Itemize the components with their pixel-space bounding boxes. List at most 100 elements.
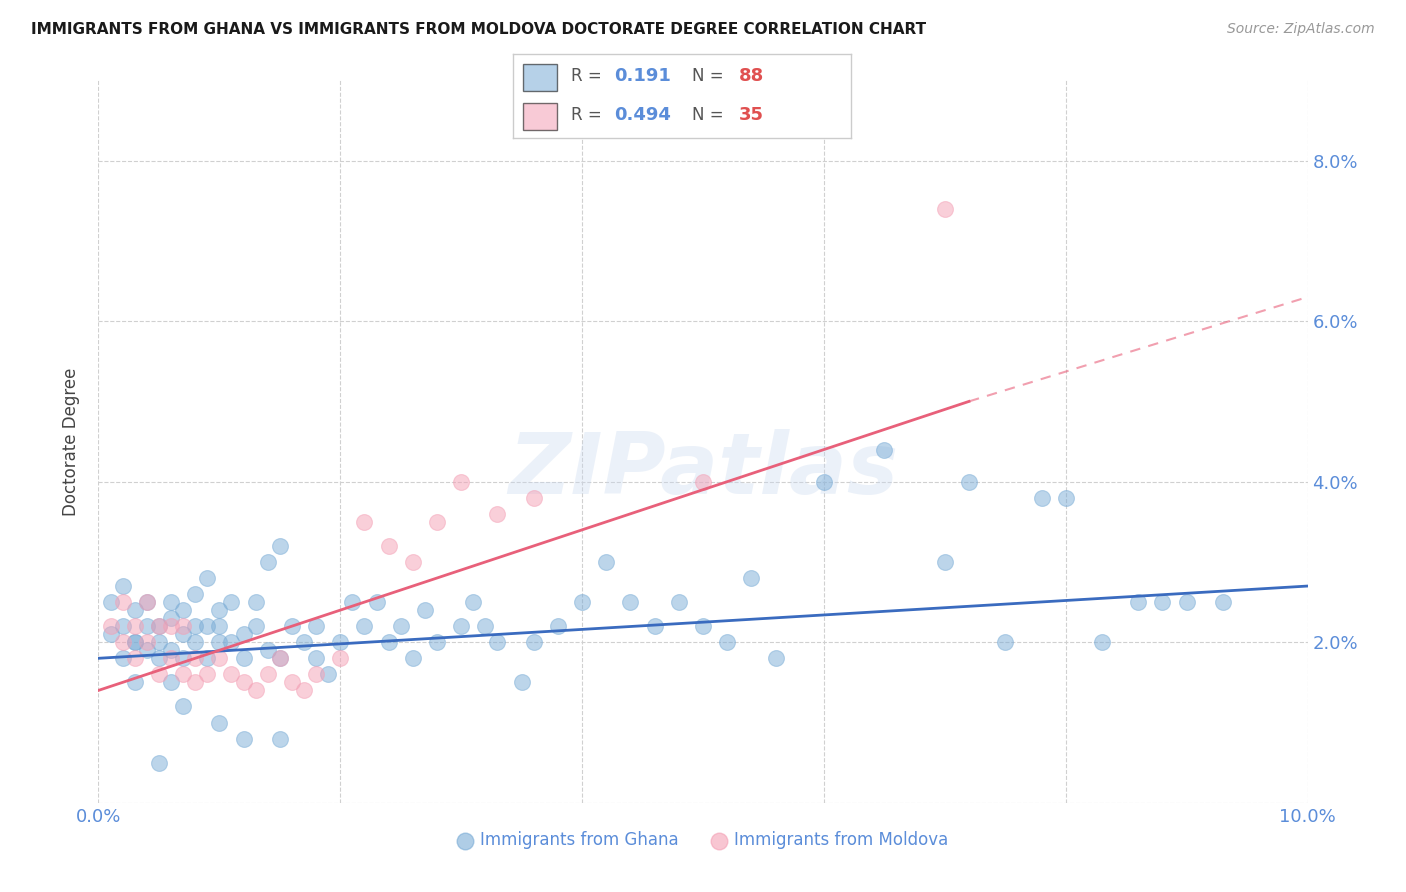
Point xyxy=(232,627,254,641)
FancyBboxPatch shape xyxy=(523,63,557,91)
Point xyxy=(148,635,170,649)
Point xyxy=(124,603,146,617)
Point xyxy=(329,651,352,665)
Text: Source: ZipAtlas.com: Source: ZipAtlas.com xyxy=(1227,22,1375,37)
Point xyxy=(124,651,146,665)
Point xyxy=(426,515,449,529)
Point xyxy=(305,619,328,633)
Point xyxy=(135,635,157,649)
Point xyxy=(644,619,666,633)
Point xyxy=(111,635,134,649)
Point xyxy=(172,699,194,714)
Point xyxy=(692,619,714,633)
Point xyxy=(316,667,339,681)
Point xyxy=(160,595,183,609)
Point xyxy=(135,643,157,657)
Point xyxy=(100,619,122,633)
Point xyxy=(111,579,134,593)
Point xyxy=(305,651,328,665)
Point xyxy=(668,595,690,609)
Point xyxy=(1031,491,1053,505)
Point xyxy=(208,715,231,730)
Point xyxy=(124,635,146,649)
Point xyxy=(221,667,243,681)
Point xyxy=(402,555,425,569)
Point xyxy=(716,635,738,649)
Point xyxy=(353,515,375,529)
Point xyxy=(547,619,569,633)
Point xyxy=(377,539,399,553)
Point xyxy=(100,595,122,609)
Point xyxy=(402,651,425,665)
Point xyxy=(256,643,278,657)
Text: R =: R = xyxy=(571,68,606,86)
Point xyxy=(413,603,436,617)
Point xyxy=(124,619,146,633)
Point xyxy=(221,635,243,649)
Point xyxy=(486,507,509,521)
Text: N =: N = xyxy=(692,68,728,86)
Point xyxy=(269,539,291,553)
Point xyxy=(765,651,787,665)
Point xyxy=(269,651,291,665)
Point xyxy=(342,595,364,609)
Point xyxy=(245,683,267,698)
Point xyxy=(256,555,278,569)
Point xyxy=(523,635,546,649)
Point xyxy=(124,675,146,690)
Point xyxy=(619,595,641,609)
Point xyxy=(172,667,194,681)
Point xyxy=(135,595,157,609)
Point xyxy=(148,619,170,633)
Text: 0.191: 0.191 xyxy=(614,68,671,86)
Point xyxy=(208,603,231,617)
Point xyxy=(571,595,593,609)
Point xyxy=(160,619,183,633)
Point xyxy=(184,635,207,649)
Point xyxy=(813,475,835,489)
Point xyxy=(486,635,509,649)
Point xyxy=(232,731,254,746)
Point xyxy=(148,756,170,770)
Point xyxy=(1091,635,1114,649)
Point xyxy=(111,619,134,633)
Point xyxy=(474,619,496,633)
Point xyxy=(100,627,122,641)
Text: 35: 35 xyxy=(740,106,765,124)
Point xyxy=(366,595,388,609)
Point xyxy=(195,667,218,681)
Point xyxy=(1054,491,1077,505)
Point xyxy=(160,611,183,625)
Text: 88: 88 xyxy=(740,68,765,86)
Point xyxy=(148,667,170,681)
Point xyxy=(160,643,183,657)
Legend: Immigrants from Ghana, Immigrants from Moldova: Immigrants from Ghana, Immigrants from M… xyxy=(451,824,955,856)
Point xyxy=(111,595,134,609)
Point xyxy=(426,635,449,649)
Text: R =: R = xyxy=(571,106,606,124)
Point xyxy=(305,667,328,681)
Point xyxy=(692,475,714,489)
Point xyxy=(172,619,194,633)
Point xyxy=(510,675,533,690)
Point xyxy=(195,619,218,633)
Point xyxy=(160,651,183,665)
Point xyxy=(184,587,207,601)
Point xyxy=(208,651,231,665)
Point xyxy=(195,571,218,585)
Point xyxy=(595,555,617,569)
Point xyxy=(1128,595,1150,609)
Text: IMMIGRANTS FROM GHANA VS IMMIGRANTS FROM MOLDOVA DOCTORATE DEGREE CORRELATION CH: IMMIGRANTS FROM GHANA VS IMMIGRANTS FROM… xyxy=(31,22,927,37)
Point xyxy=(148,651,170,665)
Point xyxy=(377,635,399,649)
Point xyxy=(232,675,254,690)
Point xyxy=(450,619,472,633)
Point xyxy=(523,491,546,505)
Point xyxy=(172,651,194,665)
Point xyxy=(934,202,956,216)
Point xyxy=(292,635,315,649)
Point xyxy=(353,619,375,633)
Point xyxy=(184,619,207,633)
Point xyxy=(873,442,896,457)
Point xyxy=(389,619,412,633)
